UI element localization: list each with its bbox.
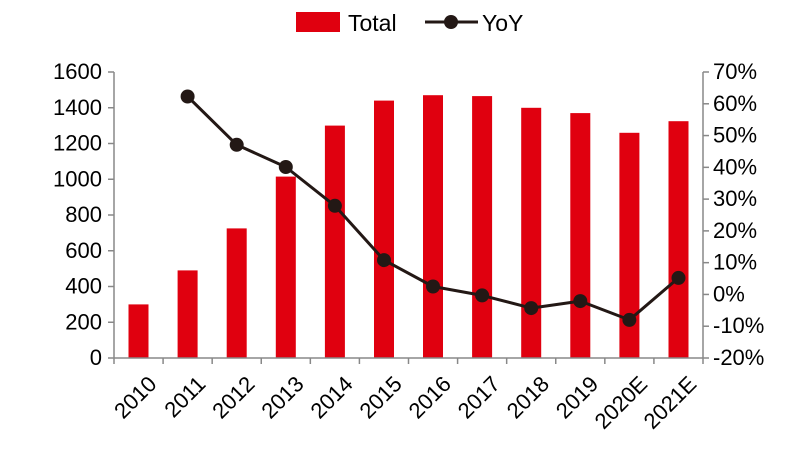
left-tick-label: 200 [65,309,102,334]
left-tick-label: 400 [65,274,102,299]
legend-marker-yoy [444,15,458,29]
bar-2020E [619,132,640,358]
x-tick-label: 2017 [453,371,505,423]
bar-2018 [521,107,542,359]
x-tick-label: 2020E [590,371,653,434]
right-tick-label: 50% [713,123,757,148]
yoy-point-2018 [524,301,539,316]
yoy-point-2020E [622,312,637,327]
yoy-point-2014 [327,198,342,213]
left-axis-ticks: 0 200 400 600 800 1000 1200 1400 1600 [53,59,114,370]
x-tick-label: 2016 [404,371,456,423]
left-tick-label: 800 [65,202,102,227]
right-tick-label: 0% [713,281,745,306]
x-tick-label: 2014 [305,371,357,423]
left-tick-label: 600 [65,238,102,263]
bar-2012 [226,228,247,358]
right-tick-label: -20% [713,345,764,370]
right-tick-label: -10% [713,313,764,338]
bar-2016 [423,95,443,358]
left-tick-label: 1000 [53,166,102,191]
yoy-point-2019 [573,294,588,309]
right-tick-label: 30% [713,186,757,211]
yoy-point-2017 [475,288,490,303]
yoy-point-2015 [377,253,391,268]
x-axis-ticks: 2010201120122013201420152016201720182019… [109,358,704,434]
right-axis-ticks: -20% -10% 0% 10% 20% 30% 40% 50% 60% 70% [703,59,764,370]
right-tick-label: 70% [713,59,757,84]
right-tick-label: 20% [713,218,757,243]
x-tick-label: 2010 [109,371,161,423]
legend-label-yoy: YoY [482,10,523,36]
x-tick-label: 2018 [502,371,554,423]
yoy-point-2012 [229,137,244,152]
yoy-point-2016 [426,279,440,294]
bar-2017 [472,96,493,358]
legend: Total YoY [296,10,523,36]
bar-2015 [374,100,394,358]
x-tick-label: 2015 [355,371,407,423]
yoy-point-2021E [671,270,686,285]
bar-2013 [275,176,296,358]
bar-2010 [128,304,149,358]
left-tick-label: 1200 [53,131,102,156]
x-tick-label: 2013 [256,371,308,423]
x-tick-label: 2012 [207,371,259,423]
right-tick-label: 40% [713,154,757,179]
yoy-point-2011 [180,89,195,104]
right-tick-label: 10% [713,250,757,275]
legend-swatch-total [296,12,340,32]
right-tick-label: 60% [713,91,757,116]
legend-label-total: Total [348,10,397,36]
bar-2011 [177,270,198,358]
bar-2021E [668,121,689,358]
left-tick-label: 1600 [53,59,102,84]
line-yoy [180,89,686,327]
yoy-point-2013 [278,160,293,174]
bars-total [128,95,689,359]
x-tick-label: 2011 [159,371,210,422]
bar-2014 [324,125,345,358]
x-tick-label: 2021E [639,371,702,434]
bar-2019 [570,113,591,358]
left-tick-label: 1400 [53,95,102,120]
left-tick-label: 0 [90,345,102,370]
